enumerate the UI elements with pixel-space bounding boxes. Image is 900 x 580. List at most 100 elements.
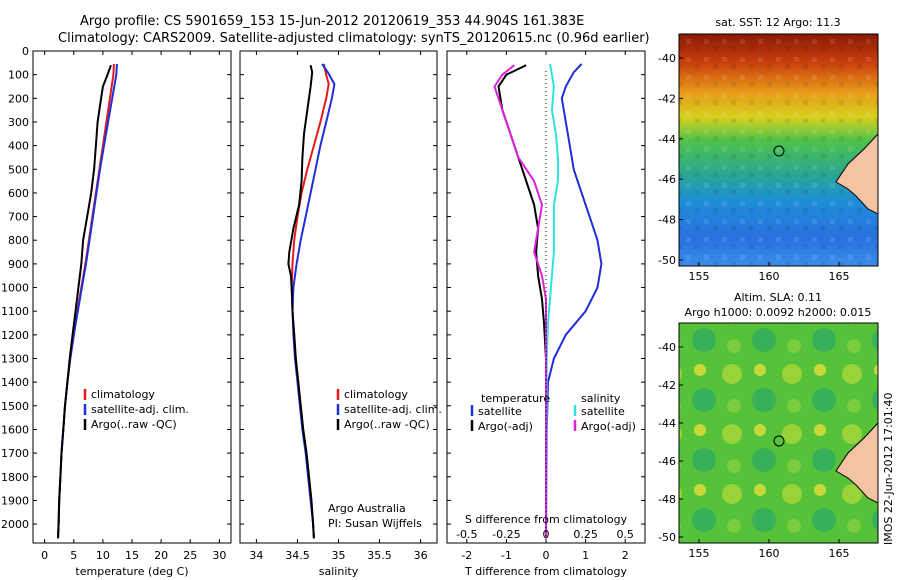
series-line-satellite-adj-clim- (57, 63, 118, 539)
y-tick-label: 1500 (1, 400, 29, 413)
y-tick-label: -42 (658, 92, 676, 105)
y-tick-label: 600 (8, 187, 29, 200)
map-frame-2 (678, 322, 879, 544)
y-tick-label: 1000 (1, 282, 29, 295)
x-tick-label: 155 (689, 270, 710, 283)
map-field-2 (679, 323, 878, 543)
x-tick-label: 35 (332, 549, 346, 562)
legend-label: Argo(-adj) (478, 420, 533, 433)
x-tick-label: 165 (829, 547, 850, 560)
legend-label: Argo(..raw -QC) (91, 418, 177, 431)
legend-label: climatology (344, 388, 408, 401)
y-tick-label: -46 (658, 173, 676, 186)
x-tick-label: 160 (759, 270, 780, 283)
y-tick-label: 200 (8, 92, 29, 105)
y-tick-label: 100 (8, 69, 29, 82)
y-tick-label: 500 (8, 163, 29, 176)
annotation-text: Argo Australia (328, 502, 406, 515)
y-tick-label: 1700 (1, 447, 29, 460)
x-axis-label: T difference from climatology (464, 565, 627, 578)
y-tick-label: -42 (658, 379, 676, 392)
y-tick-label: 800 (8, 234, 29, 247)
map-frame-1 (678, 33, 879, 267)
legend-title: salinity (581, 392, 621, 405)
x-tick-label-top: 0.5 (616, 528, 634, 541)
legend-label: satellite (581, 405, 625, 418)
y-tick-label: -44 (658, 133, 676, 146)
series-line-t-argo-adj- (497, 64, 547, 539)
x-tick-label: 5 (70, 549, 77, 562)
x-tick-label: 165 (829, 270, 850, 283)
x-axis-label-top: S difference from climatology (465, 513, 628, 526)
x-tick-label: 34 (249, 549, 263, 562)
x-tick-label-top: -0.5 (456, 528, 477, 541)
series-line-s-argo-adj- (493, 64, 547, 539)
y-tick-label: -48 (658, 493, 676, 506)
x-tick-label: 155 (689, 547, 710, 560)
panel-frame-1 (32, 50, 232, 544)
y-tick-label: 1300 (1, 353, 29, 366)
map-title: Altim. SLA: 0.11 (734, 291, 822, 304)
x-tick-label: 0 (543, 549, 550, 562)
x-tick-label: 1 (582, 549, 589, 562)
y-tick-label: -48 (658, 214, 676, 227)
y-tick-label: 0 (22, 45, 29, 58)
y-tick-label: 900 (8, 258, 29, 271)
legend-label: Argo(..raw -QC) (344, 418, 430, 431)
y-tick-label: 1800 (1, 471, 29, 484)
x-tick-label: 2 (622, 549, 629, 562)
legend-title: temperature (481, 392, 550, 405)
y-tick-label: -50 (658, 531, 676, 544)
x-tick-label: 36 (414, 549, 428, 562)
map-title: sat. SST: 12 Argo: 11.3 (715, 16, 840, 29)
title-line-1: Argo profile: CS 5901659_153 15-Jun-2012… (80, 14, 585, 29)
series-line-s-satellite (545, 63, 559, 539)
x-tick-label: 34.5 (285, 549, 310, 562)
legend-label: satellite-adj. clim. (91, 403, 189, 416)
y-tick-label: -44 (658, 417, 676, 430)
x-tick-label: 20 (154, 549, 168, 562)
x-tick-label: 160 (759, 547, 780, 560)
land-shape (835, 421, 879, 504)
y-tick-label: -40 (658, 52, 676, 65)
y-tick-label: -40 (658, 341, 676, 354)
panel-frame-2 (239, 50, 438, 544)
y-tick-label: 400 (8, 140, 29, 153)
x-tick-label: -1 (501, 549, 512, 562)
x-tick-label: 10 (96, 549, 110, 562)
legend-label: satellite-adj. clim. (344, 403, 442, 416)
x-axis-label: salinity (319, 565, 359, 578)
legend-label: climatology (91, 388, 155, 401)
x-tick-label-top: 0 (543, 528, 550, 541)
x-tick-label-top: -0.25 (492, 528, 520, 541)
y-tick-label: 700 (8, 211, 29, 224)
x-tick-label: 25 (183, 549, 197, 562)
x-tick-label: -2 (461, 549, 472, 562)
annotation-text: PI: Susan Wijffels (328, 517, 422, 530)
y-tick-label: 2000 (1, 518, 29, 531)
x-tick-label: 15 (125, 549, 139, 562)
land-shape (835, 132, 879, 215)
y-tick-label: 1600 (1, 423, 29, 436)
x-tick-label: 30 (212, 549, 226, 562)
y-tick-label: -50 (658, 254, 676, 267)
y-tick-label: 1100 (1, 305, 29, 318)
y-tick-label: 1900 (1, 494, 29, 507)
map-title: Argo h1000: 0.0092 h2000: 0.015 (685, 306, 872, 319)
series-line-argo-raw-qc- (57, 64, 112, 539)
series-line-t-satellite (545, 63, 603, 539)
title-line-2: Climatology: CARS2009. Satellite-adjuste… (58, 31, 650, 46)
x-tick-label: 0 (41, 549, 48, 562)
x-tick-label: 35.5 (367, 549, 392, 562)
y-tick-label: 300 (8, 116, 29, 129)
y-tick-label: -46 (658, 455, 676, 468)
side-label: IMOS 22-Jun-2012 17:01:40 (882, 392, 895, 545)
map-texture (679, 34, 878, 266)
legend-label: Argo(-adj) (581, 420, 636, 433)
legend-label: satellite (478, 405, 522, 418)
x-axis-label: temperature (deg C) (75, 565, 188, 578)
argo-position-marker (773, 145, 785, 157)
y-tick-label: 1200 (1, 329, 29, 342)
y-tick-label: 1400 (1, 376, 29, 389)
